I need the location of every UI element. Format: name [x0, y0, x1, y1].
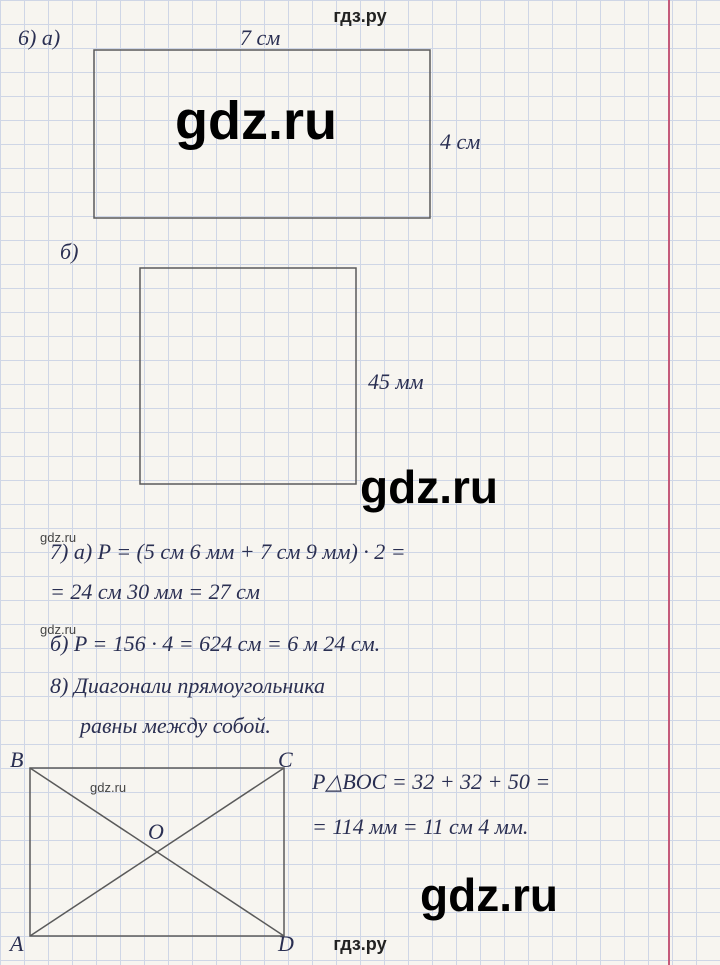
- task8-line1: 8) Диагонали прямоугольника: [50, 674, 325, 698]
- watermark-small: gdz.ru: [90, 780, 126, 795]
- task8-calc1: P△BOC = 32 + 32 + 50 =: [312, 770, 550, 794]
- task7-line-a: 7) а) P = (5 см 6 мм + 7 см 9 мм) · 2 =: [50, 540, 406, 564]
- rect-a-top-label: 7 см: [240, 26, 280, 50]
- task7-line-b: б) P = 156 · 4 = 624 см = 6 м 24 см.: [50, 632, 380, 656]
- rect-b-right-label: 45 мм: [368, 370, 424, 394]
- rect-a-right-label: 4 см: [440, 130, 480, 154]
- watermark-small: gdz.ru: [40, 530, 76, 545]
- watermark-big: gdz.ru: [420, 868, 558, 922]
- task6-label-a: 6) а): [18, 26, 60, 50]
- square-6b: [140, 268, 356, 484]
- task8-line2: равны между собой.: [80, 714, 271, 738]
- task7-line-a2: = 24 см 30 мм = 27 см: [50, 580, 260, 604]
- vertex-label-c: C: [278, 748, 293, 772]
- vertex-label-b: B: [10, 748, 23, 772]
- page-header: гдз.ру: [0, 6, 720, 27]
- watermark-small: gdz.ru: [40, 622, 76, 637]
- watermark-big: gdz.ru: [175, 90, 337, 152]
- page-footer: гдз.ру: [0, 934, 720, 955]
- center-label-o: O: [148, 820, 164, 844]
- task6-label-b: б): [60, 240, 78, 264]
- task8-calc2: = 114 мм = 11 см 4 мм.: [312, 815, 528, 839]
- watermark-big: gdz.ru: [360, 460, 498, 514]
